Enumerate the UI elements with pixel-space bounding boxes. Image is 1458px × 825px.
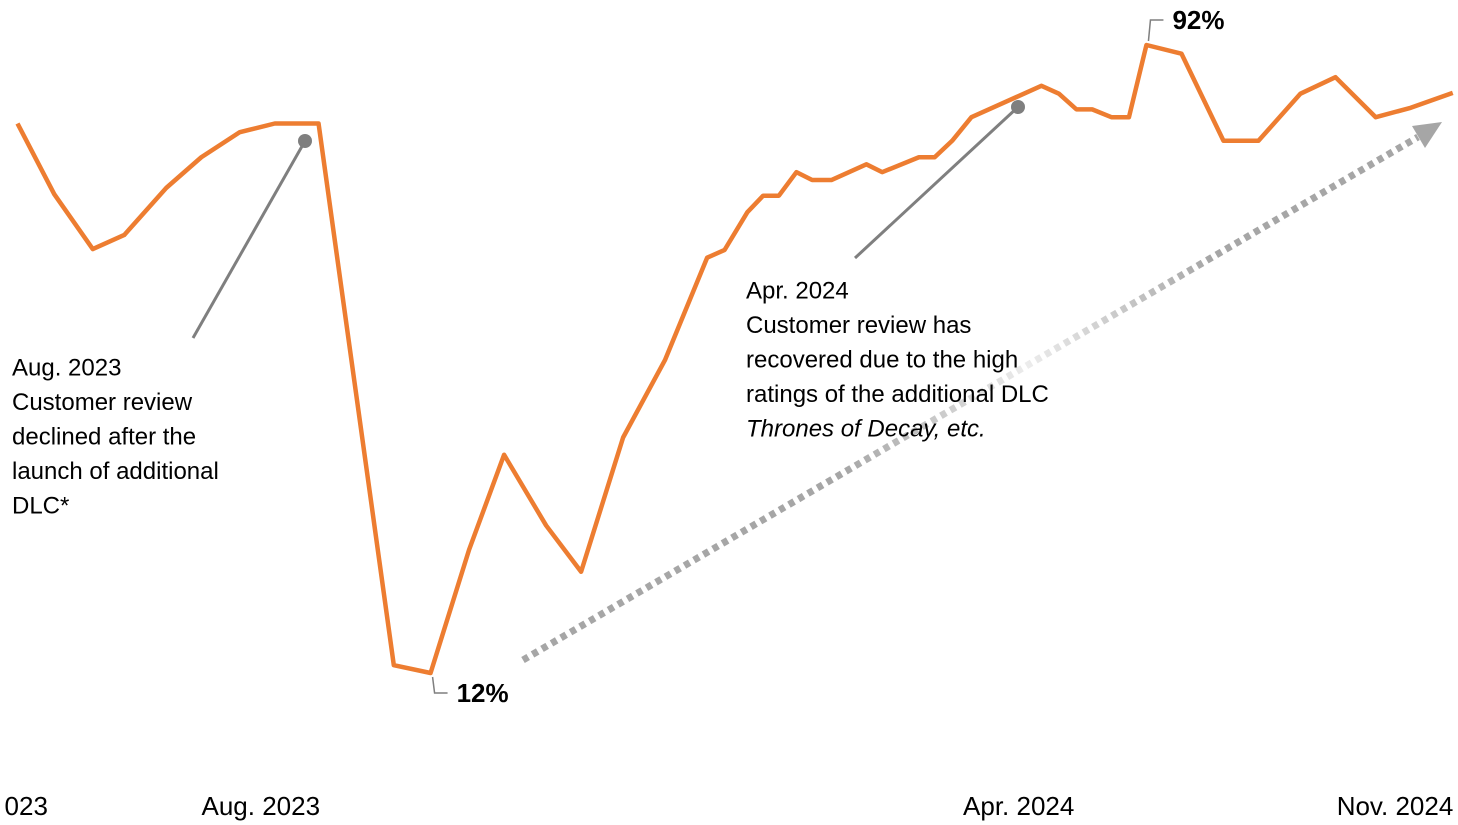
value-label: 12% — [457, 678, 509, 708]
line — [15, 42, 1454, 676]
annotation-text: DLC* — [12, 492, 69, 519]
x-tick-label: Aug. 2023 — [202, 791, 321, 821]
annotation-text: launch of additional — [12, 458, 219, 485]
label-leader — [1147, 19, 1164, 42]
label-leader — [431, 676, 448, 694]
value-label: 92% — [1172, 5, 1224, 35]
annotation-text: Customer review has — [746, 312, 971, 339]
trend-arrow — [521, 133, 1420, 664]
callout-line — [191, 140, 307, 339]
callout-line — [853, 105, 1020, 260]
trend-arrow-head — [1412, 122, 1442, 148]
annotation-text: Apr. 2024 — [746, 277, 849, 304]
annotation-text: Aug. 2023 — [12, 354, 121, 381]
annotation-text: Customer review — [12, 389, 193, 416]
x-tick-label: 023 — [5, 791, 48, 821]
annotation-text: recovered due to the high — [746, 346, 1018, 373]
x-tick-label: Nov. 2024 — [1337, 791, 1454, 821]
x-tick-label: Apr. 2024 — [963, 791, 1074, 821]
annotation-text: declined after the — [12, 423, 196, 450]
plot: 023 Aug. 2023 Apr. 2024 Nov. 2024 12% 92% Aug.… — [5, 5, 1454, 821]
callout-dot — [298, 134, 312, 148]
annotation-text: Thrones of Decay, etc. — [746, 415, 986, 442]
callout-dot — [1011, 100, 1025, 114]
annotation-text: ratings of the additional DLC — [746, 381, 1049, 408]
